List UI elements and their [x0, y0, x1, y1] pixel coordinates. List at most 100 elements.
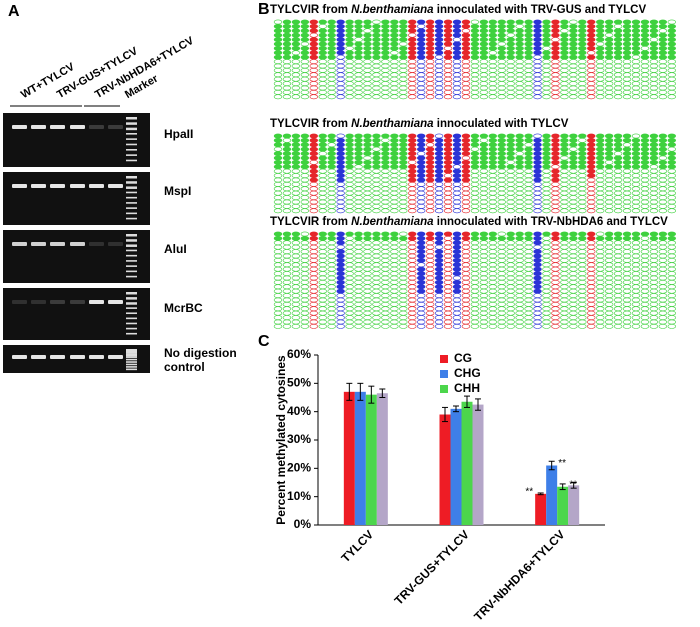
gel-band	[31, 300, 46, 304]
cpg-dot	[622, 275, 632, 281]
cpg-dot	[533, 297, 542, 303]
cpg-dot	[640, 168, 650, 174]
cpg-dot	[479, 319, 489, 325]
cpg-dot	[622, 173, 632, 178]
marker-band	[126, 234, 137, 237]
cpg-dot	[667, 37, 676, 42]
cpg-dot	[515, 195, 524, 200]
cpg-dot	[336, 301, 345, 307]
cpg-dot	[506, 63, 515, 69]
cpg-dot	[399, 279, 408, 285]
cpg-dot	[542, 301, 551, 307]
cpg-dot	[417, 76, 426, 82]
cpg-dot	[461, 297, 471, 303]
cpg-dot	[282, 50, 292, 56]
cpg-dot	[595, 181, 605, 187]
cpg-dot	[569, 159, 578, 165]
cpg-dot	[658, 68, 668, 73]
cpg-dot	[381, 203, 390, 209]
cpg-dot	[479, 173, 489, 178]
cpg-dot	[667, 195, 676, 200]
cpg-dot	[408, 262, 417, 268]
cpg-dot	[399, 85, 408, 91]
cpg-dot	[578, 37, 587, 42]
cpg-dot	[488, 323, 497, 329]
cpg-dot	[497, 81, 506, 86]
cpg-dot	[631, 279, 641, 285]
cpg-dot	[551, 235, 560, 241]
cpg-dot	[363, 151, 372, 156]
cpg-dot	[273, 94, 283, 100]
cpg-dot	[622, 266, 632, 272]
cpg-dot	[470, 81, 480, 86]
cpg-dot	[524, 28, 533, 34]
marker-band	[126, 327, 137, 330]
cpg-dot	[318, 279, 327, 285]
cpg-dot	[613, 133, 623, 139]
cpg-dot	[372, 249, 381, 254]
cpg-dot	[631, 190, 641, 196]
cpg-dot	[640, 23, 650, 29]
marker-band	[126, 149, 137, 151]
cpg-dot	[640, 173, 650, 178]
cpg-dot	[470, 72, 480, 78]
cpg-dot	[390, 253, 399, 259]
cpg-dot	[372, 50, 381, 56]
cpg-dot	[336, 262, 345, 268]
cpg-dot	[631, 271, 641, 276]
cpg-dot	[363, 146, 372, 152]
cpg-dot	[309, 301, 318, 307]
cpg-dot	[273, 37, 283, 42]
cpg-dot	[497, 257, 506, 263]
cpg-dot	[542, 293, 551, 298]
cpg-dot	[667, 41, 676, 47]
cpg-dot	[354, 177, 363, 183]
cpg-dot	[390, 151, 399, 156]
cpg-dot	[318, 37, 327, 42]
gel-band	[108, 184, 123, 188]
cpg-dot	[273, 173, 283, 178]
cpg-dot	[291, 271, 301, 276]
cpg-dot	[327, 59, 336, 64]
cpg-dot	[372, 279, 381, 285]
cpg-dot	[640, 181, 650, 187]
cpg-dot	[354, 301, 363, 307]
cpg-dot	[318, 319, 327, 325]
cpg-dot	[631, 266, 641, 272]
cpg-dot	[452, 319, 462, 325]
cpg-dot	[470, 137, 480, 143]
cpg-dot	[425, 181, 435, 187]
cpg-dot	[291, 323, 301, 329]
cpg-dot	[381, 244, 390, 250]
cpg-dot	[604, 133, 614, 139]
cpg-dot	[658, 319, 668, 325]
cpg-dot	[569, 293, 578, 298]
cpg-dot	[488, 19, 497, 25]
cpg-dot	[336, 72, 345, 78]
cpg-dot	[533, 59, 542, 64]
cpg-dot	[515, 293, 524, 298]
legend-label: CG	[454, 351, 472, 365]
cpg-dot	[515, 146, 524, 152]
cpg-dot	[309, 46, 318, 51]
cpg-dot	[282, 72, 292, 78]
cpg-dot	[542, 235, 551, 241]
cpg-dot	[613, 50, 623, 56]
cpg-dot	[318, 68, 327, 73]
cpg-dot	[273, 203, 283, 209]
cpg-dot	[604, 72, 614, 78]
cpg-dot	[452, 23, 462, 29]
cpg-dot	[551, 306, 560, 312]
cpg-dot	[658, 235, 668, 241]
cpg-dot	[417, 23, 426, 29]
gel-image	[3, 113, 150, 167]
cpg-dot	[417, 293, 426, 298]
cpg-dot	[300, 54, 310, 60]
cpg-dot	[506, 231, 515, 237]
cpg-dot	[587, 146, 596, 152]
cpg-dot	[640, 85, 650, 91]
cpg-dot	[613, 72, 623, 78]
cpg-dot	[595, 297, 605, 303]
cpg-dot	[372, 275, 381, 281]
cpg-dot	[417, 208, 426, 214]
